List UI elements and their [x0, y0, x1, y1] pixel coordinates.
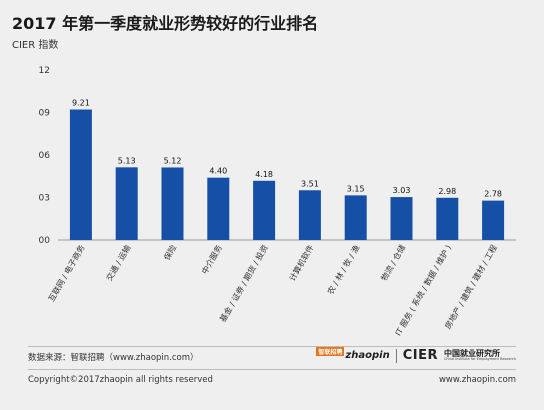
cier-logo-cn: 中国就业研究所 — [443, 348, 500, 358]
x-tick-label: 交通 / 运输 — [104, 243, 133, 282]
bar-value-label: 2.78 — [484, 190, 502, 199]
y-tick-label: 09 — [39, 109, 51, 119]
bar-value-label: 4.40 — [209, 167, 227, 176]
y-tick-label: 03 — [39, 194, 50, 204]
cier-logo-caption: 中国就业研究所 China Institute for Employment R… — [443, 348, 516, 362]
bar — [115, 167, 138, 240]
bar-value-label: 5.13 — [118, 156, 136, 165]
zhaopin-logo-badge: 智联招聘 — [316, 347, 345, 356]
bar-value-label: 5.12 — [164, 156, 182, 165]
chart-title: 2017 年第一季度就业形势较好的行业排名 — [12, 14, 319, 33]
x-tick-label: 基金 / 证券 / 期货 / 投资 — [217, 243, 269, 324]
bar — [390, 197, 413, 240]
y-axis-unit-label: CIER 指数 — [12, 40, 59, 51]
x-tick-label: 农 / 林 / 牧 / 渔 — [325, 243, 361, 296]
data-source-note: 数据来源：智联招聘（www.zhaopin.com） — [28, 353, 199, 363]
cier-logo: CIER — [402, 348, 438, 363]
y-tick-label: 06 — [39, 151, 51, 161]
logo-group: 智联招聘 zhaopin CIER 中国就业研究所 China Institut… — [316, 347, 516, 363]
bar — [207, 177, 230, 240]
bar — [298, 190, 321, 240]
x-tick-label: 物流 / 仓储 — [379, 243, 408, 282]
copyright-text: Copyright©2017zhaopin all rights reserve… — [28, 375, 213, 385]
footer-divider-bottom — [28, 369, 516, 370]
x-tick-label: 中介服务 — [199, 243, 224, 276]
bar — [253, 180, 276, 240]
footer-divider-top — [28, 346, 516, 347]
bar-value-label: 2.98 — [438, 187, 456, 196]
x-tick-label: 房地产 / 建筑 / 建材 / 工程 — [442, 243, 498, 331]
logo-separator — [395, 348, 397, 363]
bar — [344, 195, 367, 240]
bar — [436, 197, 459, 240]
bar-value-label: 3.51 — [301, 179, 319, 188]
cier-logo-en: China Institute for Employment Research — [443, 356, 516, 361]
x-tick-label: 计算机软件 — [287, 243, 316, 283]
x-tick-label: 互联网 / 电子商务 — [46, 243, 87, 303]
bar — [482, 200, 505, 240]
zhaopin-logo: 智联招聘 zhaopin — [316, 347, 390, 361]
bar-value-label: 9.21 — [72, 99, 90, 108]
bar — [69, 109, 92, 241]
y-tick-label: 00 — [39, 236, 51, 246]
bar-value-label: 4.18 — [255, 170, 273, 179]
website-text: www.zhaopin.com — [438, 375, 516, 385]
bar-value-label: 3.15 — [347, 184, 365, 193]
bar-chart: 00 03 06 09 12 9.21 互联网 / 电子商务 5.13 交通 / 运输 5.12 保… — [39, 66, 516, 337]
y-tick-label: 12 — [39, 66, 50, 76]
bar-value-label: 3.03 — [393, 186, 411, 195]
x-tick-label: 保险 — [162, 243, 179, 262]
bar — [161, 167, 184, 240]
zhaopin-logo-text: zhaopin — [345, 350, 390, 361]
